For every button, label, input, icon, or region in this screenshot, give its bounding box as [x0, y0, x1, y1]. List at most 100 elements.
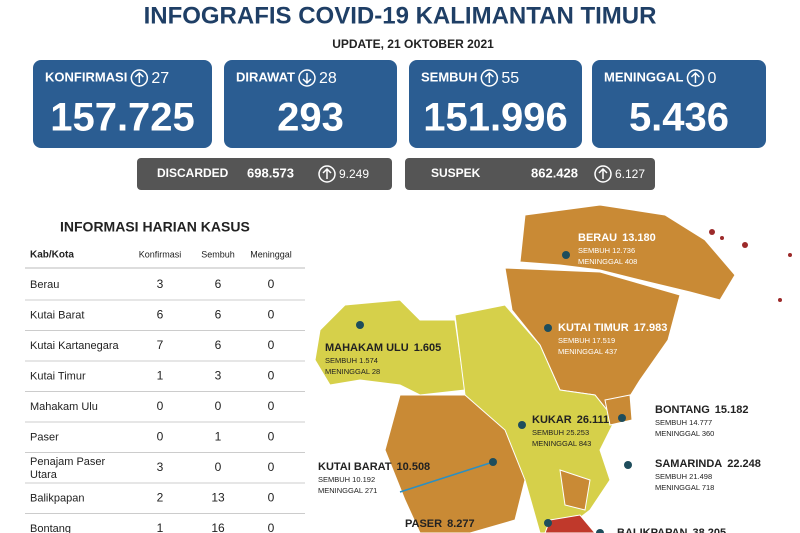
row-name: Kutai Timur: [30, 370, 86, 382]
region-berau: [519, 204, 736, 301]
cell: 16: [211, 521, 225, 533]
region-dot: [489, 458, 497, 466]
card-change: 0: [707, 70, 716, 87]
card-label: KONFIRMASI: [45, 69, 127, 84]
change-icon: [318, 165, 336, 183]
region-dot: [624, 461, 632, 469]
sub-card-change: 6.127: [615, 167, 645, 181]
cell: 0: [268, 430, 275, 444]
card-label: SEMBUH: [421, 69, 477, 84]
region-recovered: SEMBUH 14.777: [655, 418, 712, 427]
cell: 0: [157, 399, 164, 413]
arrow: [322, 167, 332, 179]
change-icon: [130, 69, 149, 87]
row-name: Penajam Paser Utara: [30, 456, 108, 481]
card-value: 151.996: [423, 96, 568, 140]
cell: 0: [215, 399, 222, 413]
cell: 0: [268, 521, 275, 533]
row-name: Bontang: [30, 523, 71, 533]
card-label: DIRAWAT: [236, 69, 295, 84]
region-deaths: MENINGGAL 360: [655, 429, 714, 438]
stat-card: [33, 60, 212, 148]
region-deaths: MENINGGAL 437: [558, 347, 617, 356]
card-change: 27: [151, 70, 169, 87]
leader: [399, 461, 494, 493]
card-value: 293: [277, 96, 344, 140]
region-dot: [544, 324, 552, 332]
table-header: Kab/Kota: [30, 250, 74, 261]
row-name: Paser: [30, 431, 59, 443]
cell: 6: [215, 338, 222, 352]
region-kutai-barat: [384, 394, 526, 533]
sub-card-label: DISCARDED: [157, 166, 229, 180]
region-deaths: MENINGGAL 28: [325, 367, 380, 376]
sub-card-label: SUSPEK: [431, 166, 481, 180]
region-name: BERAU: [578, 232, 617, 244]
table-header: Konfirmasi: [139, 249, 182, 259]
cell: 0: [268, 369, 275, 383]
region-dot: [356, 321, 364, 329]
region-recovered: SEMBUH 21.498: [655, 472, 712, 481]
islands: [709, 229, 792, 302]
region-dot: [544, 519, 552, 527]
region-name: KUTAI BARAT: [318, 461, 392, 473]
region-recovered: SEMBUH 17.519: [558, 336, 615, 345]
table-title: INFORMASI HARIAN KASUS: [60, 219, 250, 235]
row-name: Kutai Barat: [30, 309, 84, 321]
card-change: 28: [319, 70, 337, 87]
region-recovered: SEMBUH 10.192: [318, 475, 375, 484]
region-name: PASER: [405, 518, 442, 530]
card-change: 55: [501, 70, 519, 87]
region-dot: [518, 421, 526, 429]
row-name: Mahakam Ulu: [30, 401, 98, 413]
region-mahakam-ulu: [314, 299, 466, 396]
row-name: Berau: [30, 279, 59, 291]
cell: 13: [211, 491, 225, 505]
region-total: 26.111: [577, 414, 609, 426]
region-recovered: SEMBUH 25.253: [532, 428, 589, 437]
region-deaths: MENINGGAL 718: [655, 483, 714, 492]
region-deaths: MENINGGAL 408: [578, 257, 637, 266]
row-name: Kutai Kartanegara: [30, 340, 120, 352]
map: [314, 204, 792, 533]
card-value: 157.725: [50, 96, 195, 140]
change-icon: [480, 69, 499, 87]
stat-card: [224, 60, 397, 148]
sub-card: [405, 158, 655, 190]
cell: 1: [215, 430, 222, 444]
cell: 0: [268, 277, 275, 291]
region-total: 13.180: [622, 232, 656, 244]
update-date: UPDATE, 21 OKTOBER 2021: [332, 37, 494, 51]
region-deaths: MENINGGAL 843: [532, 439, 591, 448]
region-total: 1.605: [414, 342, 442, 354]
region-dot: [562, 251, 570, 259]
cell: 1: [157, 521, 164, 533]
region-name: SAMARINDA: [655, 458, 722, 470]
region-name: BALIKPAPAN: [617, 527, 688, 533]
stat-card: [409, 60, 582, 148]
cell: 6: [157, 308, 164, 322]
region-total: 22.248: [727, 458, 761, 470]
change-icon: [298, 69, 316, 87]
change-icon: [594, 165, 612, 183]
region-total: 38.205: [692, 527, 726, 533]
cell: 3: [215, 369, 222, 383]
row-name: Balikpapan: [30, 492, 84, 504]
region-name: BONTANG: [655, 404, 710, 416]
region-recovered: SEMBUH 1.574: [325, 356, 378, 365]
region-samarinda: [559, 469, 591, 511]
arrow: [134, 71, 144, 83]
table-header: Meninggal: [250, 249, 292, 259]
arrow: [484, 71, 494, 83]
table-header: Sembuh: [201, 249, 235, 259]
region-total: 8.277: [447, 518, 475, 530]
region-total: 17.983: [634, 322, 668, 334]
cell: 0: [268, 308, 275, 322]
cell: 6: [215, 308, 222, 322]
sub-card-change: 9.249: [339, 167, 369, 181]
cell: 3: [157, 460, 164, 474]
cell: 0: [268, 460, 275, 474]
card-label: MENINGGAL: [604, 69, 684, 84]
arrow: [598, 167, 608, 179]
region-name: KUKAR: [532, 414, 572, 426]
